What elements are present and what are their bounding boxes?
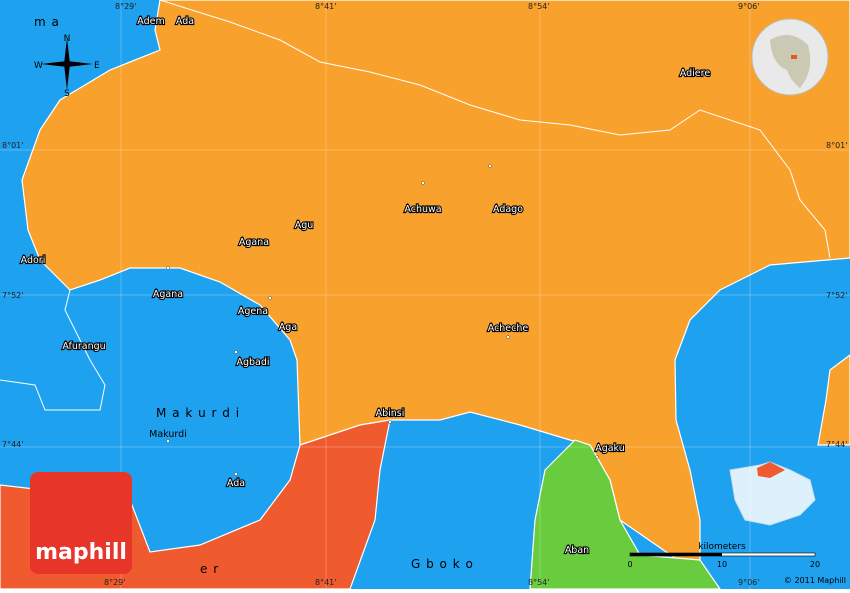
place-label: Agaku <box>595 443 625 454</box>
logo <box>30 472 132 574</box>
copyright: © 2011 Maphill <box>784 576 846 585</box>
place-label: Afurangu <box>62 341 105 352</box>
globe <box>751 18 829 96</box>
scale-title: kilometers <box>698 542 746 552</box>
place-dot <box>595 455 599 459</box>
scale-bar: kilometers 0 10 20 <box>627 542 820 569</box>
compass-s: S <box>64 89 70 99</box>
place-label: Agana <box>153 289 183 300</box>
grid-label: 8°54' <box>528 578 549 587</box>
place-label: Adem <box>137 16 164 27</box>
inset-map <box>729 461 816 526</box>
grid-label: 8°41' <box>315 578 336 587</box>
grid-label: 7°52' <box>826 291 847 300</box>
place-label: Aga <box>279 322 297 333</box>
place-dot <box>166 266 170 270</box>
scale-tick: 20 <box>810 560 820 569</box>
compass: N E S W <box>34 34 100 99</box>
grid-label: 7°44' <box>826 440 847 449</box>
border-line <box>159 0 831 259</box>
place-label: Abinsi <box>376 408 405 419</box>
place-label: Makurdi <box>149 429 187 440</box>
region-label: M a k u r d i <box>156 406 240 420</box>
border-line <box>0 289 106 411</box>
place-dot <box>166 439 170 443</box>
place-label: Agbadi <box>236 357 269 368</box>
grid-label: 8°29' <box>104 578 125 587</box>
place-label: Adiere <box>680 68 711 79</box>
compass-w: W <box>34 61 43 71</box>
region-label: G b o k o <box>411 557 474 571</box>
place-label: Ada <box>227 478 245 489</box>
place-label: Achuwa <box>404 204 441 215</box>
scale-tick: 10 <box>717 560 727 569</box>
places: Adem Ada Adiere Achuwa Adago Agu Agana Adori Aga… <box>20 15 712 557</box>
place-label: Ada <box>176 16 194 27</box>
grid-label: 8°54' <box>528 2 549 11</box>
place-dot <box>506 335 510 339</box>
region-label: e r <box>200 562 219 576</box>
inset-highlight <box>757 462 785 478</box>
scale-tick: 0 <box>627 560 632 569</box>
grid-label: 7°44' <box>2 440 23 449</box>
grid-label: 8°01' <box>2 141 23 150</box>
grid-label: 8°29' <box>115 2 136 11</box>
grid-label: 8°41' <box>315 2 336 11</box>
place-label: Acheche <box>488 323 529 334</box>
grid-label: 8°01' <box>826 141 847 150</box>
grid-label: 9°06' <box>738 2 759 11</box>
place-dot <box>234 472 238 476</box>
place-label: Adago <box>493 204 523 215</box>
place-label: Agana <box>239 237 269 248</box>
place-dot <box>268 296 272 300</box>
place-label: Agena <box>238 306 268 317</box>
grid-label: 9°06' <box>738 578 759 587</box>
place-dot <box>488 164 492 168</box>
logo-text: maphill <box>35 540 127 565</box>
place-label: Agu <box>295 220 314 231</box>
compass-n: N <box>64 34 71 44</box>
grid-label: 7°52' <box>2 291 23 300</box>
place-label: Adori <box>21 255 46 266</box>
region-label: m a <box>34 15 60 29</box>
region-orange-east <box>817 354 850 446</box>
place-dot <box>388 420 392 424</box>
place-dot <box>421 181 425 185</box>
place-dot <box>234 350 238 354</box>
place-label: Aban <box>565 545 589 556</box>
compass-e: E <box>94 61 100 71</box>
